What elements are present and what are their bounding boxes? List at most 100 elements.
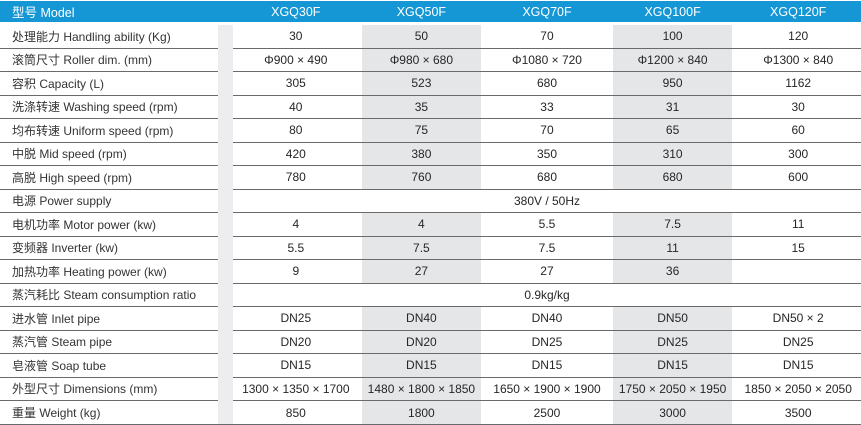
table-row: 电源 Power supply 380V / 50Hz: [0, 189, 861, 214]
value-cell: 680: [484, 72, 610, 96]
value-cell: DN15: [609, 354, 736, 378]
column-separator: [218, 166, 233, 190]
column-separator: [218, 72, 233, 96]
value-cell: 30: [735, 95, 861, 120]
table-row: 皂液管 Soap tube DN15 DN15 DN15 DN15 DN15: [0, 354, 861, 378]
column-separator: [218, 213, 233, 237]
value-cell: DN50: [609, 307, 736, 331]
value-cell: DN50 × 2: [735, 307, 861, 331]
value-cell: 850: [233, 401, 359, 425]
column-separator: [218, 119, 233, 143]
value-cell: Φ1080 × 720: [484, 48, 610, 73]
value-cell: DN25: [735, 330, 861, 355]
value-cell: DN15: [358, 354, 485, 378]
header-model-cell: XGQ120F: [735, 0, 861, 25]
value-cell: 27: [484, 260, 610, 284]
table-row: 蒸汽耗比 Steam consumption ratio 0.9kg/kg: [0, 283, 861, 308]
value-cell: DN20: [233, 330, 359, 355]
table-row: 洗涤转速 Washing speed (rpm) 40 35 33 31 30: [0, 95, 861, 120]
row-label-cell: 电机功率 Motor power (kw): [0, 213, 218, 237]
value-cell: 50: [358, 25, 485, 49]
value-cell: DN40: [358, 307, 485, 331]
table-row: 中脱 Mid speed (rpm) 420 380 350 310 300: [0, 142, 861, 167]
column-separator: [218, 283, 233, 308]
value-cell: 305: [233, 72, 359, 96]
value-cell: 680: [609, 166, 736, 190]
column-separator: [218, 48, 233, 73]
value-cell: DN25: [233, 307, 359, 331]
value-cell: 75: [358, 119, 485, 143]
row-label-cell: 外型尺寸 Dimensions (mm): [0, 377, 218, 402]
row-label-cell: 洗涤转速 Washing speed (rpm): [0, 95, 218, 120]
table-row: 外型尺寸 Dimensions (mm) 1300 × 1350 × 1700 14…: [0, 377, 861, 402]
value-cell: 420: [233, 142, 359, 167]
value-cell: 600: [735, 166, 861, 190]
value-cell: 9: [233, 260, 359, 284]
value-cell: 300: [735, 142, 861, 167]
row-label-cell: 电源 Power supply: [0, 189, 218, 214]
value-cell: 11: [735, 213, 861, 237]
value-cell: 120: [735, 25, 861, 49]
value-cell: 60: [735, 119, 861, 143]
column-separator: [218, 260, 233, 284]
row-label-cell: 加热功率 Heating power (kw): [0, 260, 218, 284]
table-row: 电机功率 Motor power (kw) 4 4 5.5 7.5 11: [0, 213, 861, 237]
table-body: 处理能力 Handling ability (Kg) 30 50 70 100 120 滚筒…: [0, 25, 861, 425]
header-separator: [218, 0, 233, 25]
value-cell: DN25: [609, 330, 736, 355]
merged-value-cell: 0.9kg/kg: [233, 283, 861, 308]
value-cell: 760: [358, 166, 485, 190]
value-cell: 680: [484, 166, 610, 190]
value-cell: 100: [609, 25, 736, 49]
table-row: 蒸汽管 Steam pipe DN20 DN20 DN25 DN25 DN25: [0, 330, 861, 355]
value-cell: 35: [358, 95, 485, 120]
row-label-cell: 蒸汽耗比 Steam consumption ratio: [0, 283, 218, 308]
table-row: 重量 Weight (kg) 850 1800 2500 3000 3500: [0, 401, 861, 425]
value-cell: 950: [609, 72, 736, 96]
value-cell: DN15: [735, 354, 861, 378]
value-cell: 1480 × 1800 × 1850: [358, 377, 485, 402]
value-cell: 1300 × 1350 × 1700: [233, 377, 359, 402]
value-cell: 523: [358, 72, 485, 96]
value-cell: 4: [358, 213, 485, 237]
header-model-cell: XGQ70F: [484, 0, 610, 25]
value-cell: 11: [609, 236, 736, 261]
column-separator: [218, 142, 233, 167]
value-cell: 1850 × 2050 × 2050: [735, 377, 861, 402]
value-cell: 70: [484, 25, 610, 49]
value-cell: DN15: [233, 354, 359, 378]
row-label-cell: 均布转速 Uniform speed (rpm): [0, 119, 218, 143]
value-cell: 380: [358, 142, 485, 167]
row-label-cell: 重量 Weight (kg): [0, 401, 218, 425]
table-row: 进水管 Inlet pipe DN25 DN40 DN40 DN50 DN50 × 2: [0, 307, 861, 331]
column-separator: [218, 307, 233, 331]
value-cell: 310: [609, 142, 736, 167]
row-label-cell: 变频器 Inverter (kw): [0, 236, 218, 261]
value-cell: DN15: [484, 354, 610, 378]
table-row: 容积 Capacity (L) 305 523 680 950 1162: [0, 72, 861, 96]
value-cell: 36: [609, 260, 736, 284]
value-cell: DN40: [484, 307, 610, 331]
row-label-cell: 高脱 High speed (rpm): [0, 166, 218, 190]
value-cell: Φ1200 × 840: [609, 48, 736, 73]
value-cell: 80: [233, 119, 359, 143]
value-cell: 15: [735, 236, 861, 261]
table-row: 加热功率 Heating power (kw) 9 27 27 36: [0, 260, 861, 284]
value-cell: 5.5: [233, 236, 359, 261]
table-row: 滚筒尺寸 Roller dim. (mm) Φ900 × 490 Φ980 × 68…: [0, 48, 861, 73]
value-cell: 7.5: [358, 236, 485, 261]
value-cell: 27: [358, 260, 485, 284]
value-cell: Φ980 × 680: [358, 48, 485, 73]
column-separator: [218, 401, 233, 425]
value-cell: [735, 260, 861, 284]
table-row: 均布转速 Uniform speed (rpm) 80 75 70 65 60: [0, 119, 861, 143]
row-label-cell: 中脱 Mid speed (rpm): [0, 142, 218, 167]
value-cell: 70: [484, 119, 610, 143]
value-cell: 31: [609, 95, 736, 120]
value-cell: Φ1300 × 840: [735, 48, 861, 73]
value-cell: 4: [233, 213, 359, 237]
column-separator: [218, 189, 233, 214]
header-model-cell: XGQ30F: [233, 0, 359, 25]
